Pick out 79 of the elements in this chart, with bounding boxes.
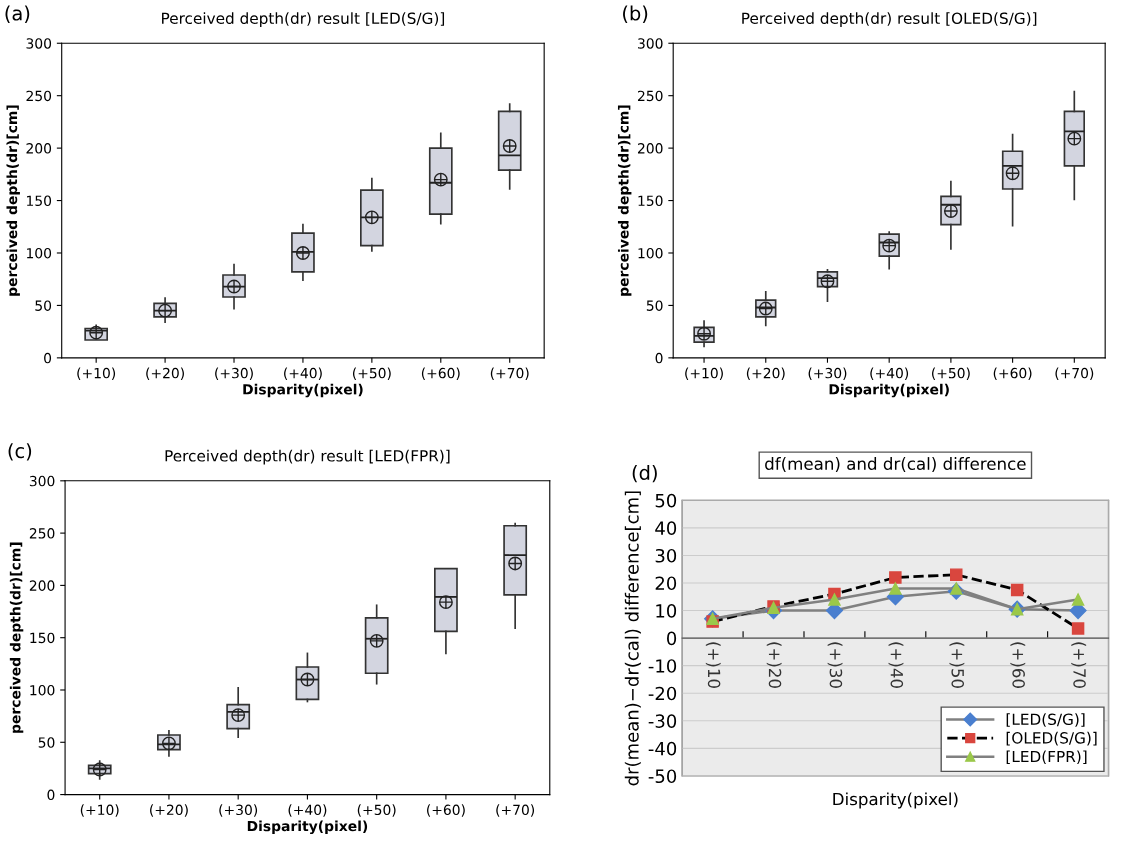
y-tick-label: 300 <box>26 38 52 49</box>
x-axis-title: Disparity(pixel) <box>829 383 949 398</box>
y-axis-title: dr(mean)−dr(cal) difference[cm] <box>624 491 641 786</box>
legend-label: [LED(FPR)] <box>1006 750 1087 765</box>
x-tick-label: (+30) <box>215 367 253 380</box>
y-axis-title: perceived depth(dr)[cm] <box>9 542 24 733</box>
y-tick-label: -30 <box>648 714 677 728</box>
y-tick-label: 100 <box>638 247 663 259</box>
y-tick-label: 100 <box>27 247 52 259</box>
x-tick-label: (+)20 <box>766 642 782 688</box>
x-tick-label: (+20) <box>146 367 184 380</box>
y-tick-label: 100 <box>30 684 55 696</box>
y-tick-label: 20 <box>655 576 677 591</box>
text: (c) <box>8 443 32 461</box>
y-axis-title: perceived depth(dr)[cm] <box>6 105 20 296</box>
y-tick-label: 150 <box>638 195 663 207</box>
x-tick-label: (+10) <box>77 367 116 380</box>
x-tick-label: (+50) <box>352 367 391 380</box>
x-tick-label: (+40) <box>284 367 322 380</box>
y-tick-label: 50 <box>646 300 663 311</box>
y-tick-label: 30 <box>655 548 677 563</box>
x-tick-label: (+70) <box>490 367 529 380</box>
y-tick-label: 50 <box>35 300 52 311</box>
y-tick-label: 150 <box>30 632 55 644</box>
x-tick-label: (+)70 <box>1071 642 1087 688</box>
y-tick-label: 200 <box>26 143 52 154</box>
y-tick-label: 300 <box>638 38 663 49</box>
legend-label: [LED(S/G)] <box>1006 713 1085 727</box>
chart-title: Perceived depth(dr) result [OLED(S/G)] <box>742 12 1037 27</box>
y-tick-label: 50 <box>38 737 55 748</box>
x-tick-label: (+10) <box>80 804 119 817</box>
x-tick-label: (+70) <box>1055 367 1094 380</box>
y-tick-label: -10 <box>648 659 677 673</box>
x-tick-label: (+60) <box>993 367 1032 380</box>
chart-title: Perceived depth(dr) result [LED(S/G)] <box>162 12 445 27</box>
x-tick-label: (+70) <box>496 804 535 817</box>
x-tick-label: (+50) <box>932 367 970 380</box>
y-tick-label: 300 <box>29 475 55 487</box>
x-tick-label: (+20) <box>746 367 785 380</box>
x-axis-title: Disparity(pixel) <box>243 383 363 398</box>
x-axis-title: Disparity(pixel) <box>833 792 958 809</box>
y-tick-label: 200 <box>29 580 55 591</box>
legend-label: [OLED(S/G)] <box>1006 731 1097 746</box>
x-tick-label: (+60) <box>421 367 460 380</box>
y-tick-label: -50 <box>648 769 677 784</box>
y-tick-label: 50 <box>655 493 677 508</box>
x-tick-label: (+40) <box>870 367 909 380</box>
x-tick-label: (+40) <box>288 804 327 817</box>
y-tick-label: 250 <box>26 90 52 102</box>
chart-title: Perceived depth(dr) result [LED(FPR)] <box>165 449 450 465</box>
text: (d) <box>632 464 657 483</box>
x-axis-title: Disparity(pixel) <box>247 820 368 835</box>
x-tick-label: (+50) <box>357 804 396 817</box>
x-tick-label: (+)10 <box>705 642 721 688</box>
y-tick-label: 0 <box>44 352 52 364</box>
y-tick-label: 250 <box>637 90 663 102</box>
y-tick-label: 10 <box>656 604 677 618</box>
x-tick-label: (+)50 <box>949 642 965 688</box>
x-tick-label: (+10) <box>685 367 723 380</box>
y-tick-label: 150 <box>27 195 52 207</box>
y-axis-title: perceived depth(dr)[cm] <box>617 105 632 296</box>
x-tick-label: (+)40 <box>888 642 904 688</box>
x-tick-label: (+)30 <box>827 642 843 688</box>
x-tick-label: (+20) <box>150 804 188 817</box>
y-tick-label: 0 <box>667 631 677 646</box>
y-tick-label: 250 <box>29 528 55 539</box>
y-tick-label: -20 <box>648 686 677 701</box>
text: (a) <box>5 5 30 23</box>
text: (b) <box>623 5 648 23</box>
x-tick-label: (+)60 <box>1010 642 1026 688</box>
x-tick-label: (+30) <box>219 804 258 817</box>
chart-title: df(mean) and dr(cal) difference <box>765 457 1026 472</box>
y-tick-label: 40 <box>655 521 677 535</box>
y-tick-label: 200 <box>637 143 663 154</box>
y-tick-label: 0 <box>655 352 663 364</box>
x-tick-label: (+60) <box>427 804 465 817</box>
y-tick-label: -40 <box>648 741 677 756</box>
x-tick-label: (+30) <box>808 367 847 380</box>
y-tick-label: 0 <box>47 789 55 801</box>
